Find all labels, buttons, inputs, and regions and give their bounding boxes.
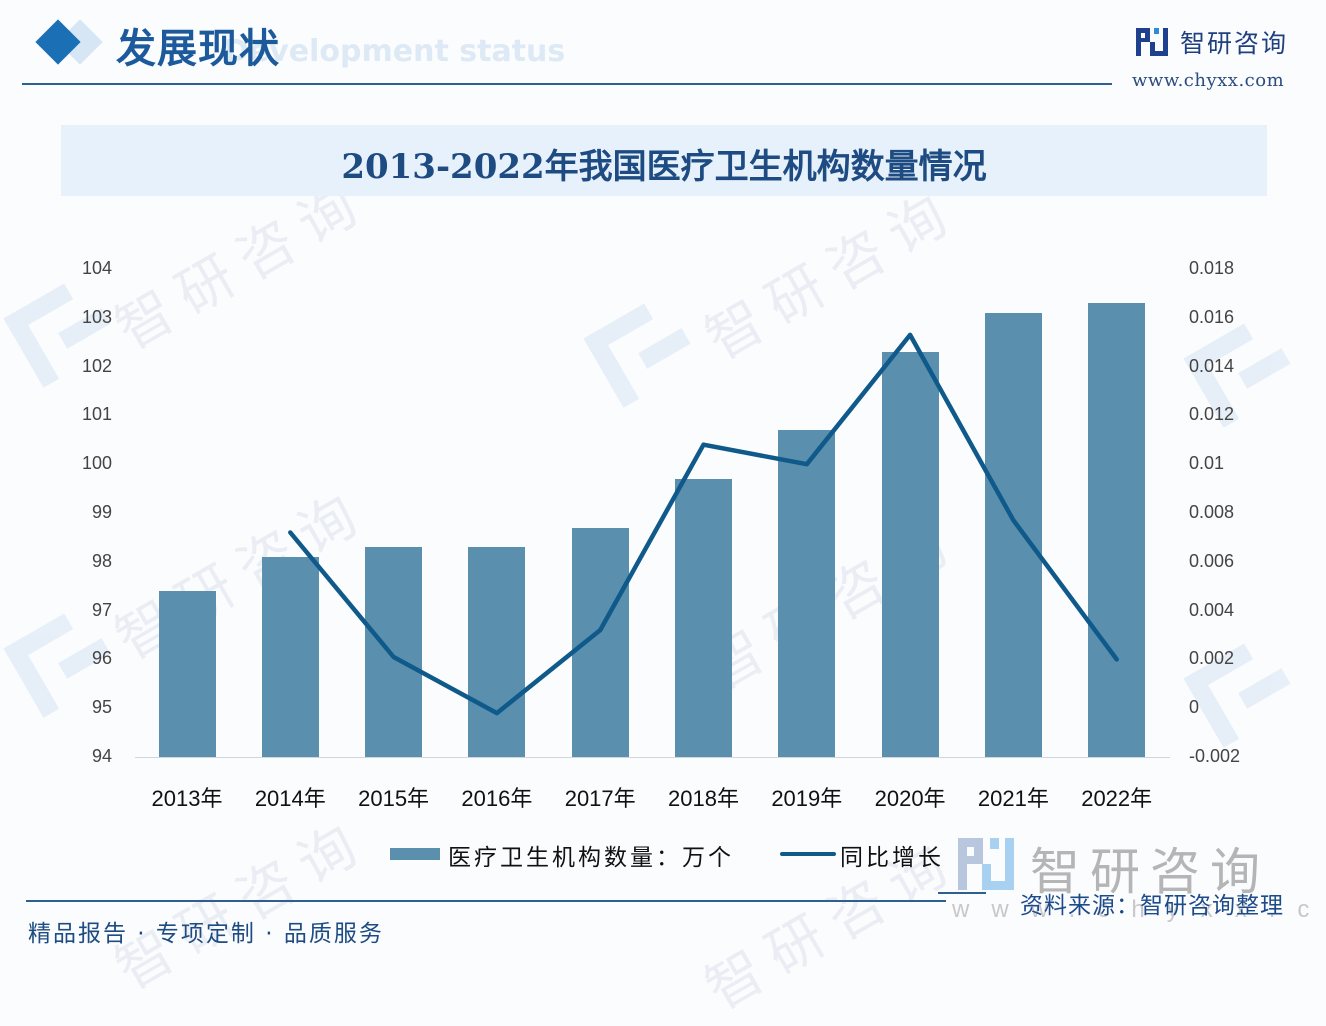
x-tick-label: 2021年 [977,786,1049,811]
growth-line [288,332,1119,716]
bar-2013年 [158,591,216,757]
source-logo-icon [958,838,1014,890]
bar-2016年 [468,547,526,757]
brand-logo-icon [1136,28,1168,56]
y-right-tick: 0.002 [1189,648,1235,669]
legend-bar-label: 医疗卫生机构数量：万个 [448,845,734,871]
x-tick-label: 2022年 [1081,786,1153,811]
source-url-watermark: www.chyxx.com [952,896,1326,923]
bar-2014年 [261,556,319,757]
y-right-tick: 0.008 [1189,502,1235,522]
y-left-tick: 100 [81,453,112,474]
source-text: 资料来源：智研咨询整理 [1020,893,1284,919]
x-axis-line [135,757,1170,758]
x-tick-label: 2019年 [771,786,843,811]
legend-bar-swatch [390,848,440,860]
y-left-tick: 98 [91,550,112,571]
bar-2021年 [984,312,1042,757]
section-title: 发展现状 [116,25,280,72]
y-right-tick: 0 [1189,697,1200,718]
brand-url: www.chyxx.com [1132,70,1285,91]
y-left-tick: 99 [91,502,112,522]
y-right-tick: 0.016 [1189,306,1235,327]
x-tick-label: 2017年 [564,786,636,811]
bar-2018年 [675,478,732,757]
source-divider [938,892,986,894]
source-brand-watermark: 智研咨询 [1030,843,1270,901]
y-right-tick: -0.002 [1189,746,1241,766]
footer-divider [26,900,946,902]
legend-line-label: 同比增长 [840,845,944,871]
bar-2022年 [1088,303,1146,757]
y-left-tick: 104 [81,258,112,278]
y-left-tick: 101 [81,404,112,425]
y-left-tick: 95 [91,697,112,718]
y-right-tick: 0.006 [1189,550,1235,571]
x-tick-label: 2018年 [668,786,739,811]
header-divider [22,83,1112,85]
y-left-tick: 102 [81,355,112,376]
footer-tagline: 精品报告 · 专项定制 · 品质服务 [28,921,384,947]
x-tick-label: 2015年 [358,786,430,811]
y-left-tick: 96 [91,648,112,669]
y-right-tick: 0.004 [1189,599,1235,620]
chart-title-band: 2013-2022年我国医疗卫生机构数量情况 [61,125,1267,196]
bar-2017年 [571,527,629,757]
y-right-tick: 0.012 [1189,404,1235,425]
x-tick-label: 2016年 [461,786,533,811]
brand-name: 智研咨询 [1180,29,1289,58]
y-right-tick: 0.014 [1189,355,1235,376]
chart-title: 2013-2022年我国医疗卫生机构数量情况 [341,147,987,187]
bar-2020年 [881,351,939,757]
bar-2019年 [778,430,836,757]
y-right-tick: 0.018 [1189,258,1235,278]
y-left-tick: 103 [81,306,112,327]
y-left-tick: 94 [91,746,112,766]
legend-line-swatch [780,852,836,856]
y-left-tick: 97 [91,599,112,620]
y-right-tick: 0.01 [1189,453,1225,474]
x-tick-label: 2020年 [874,786,946,811]
x-tick-label: 2014年 [254,786,326,811]
x-tick-label: 2013年 [151,786,223,811]
bar-2015年 [365,547,423,757]
section-subtitle: Development status [224,34,566,69]
